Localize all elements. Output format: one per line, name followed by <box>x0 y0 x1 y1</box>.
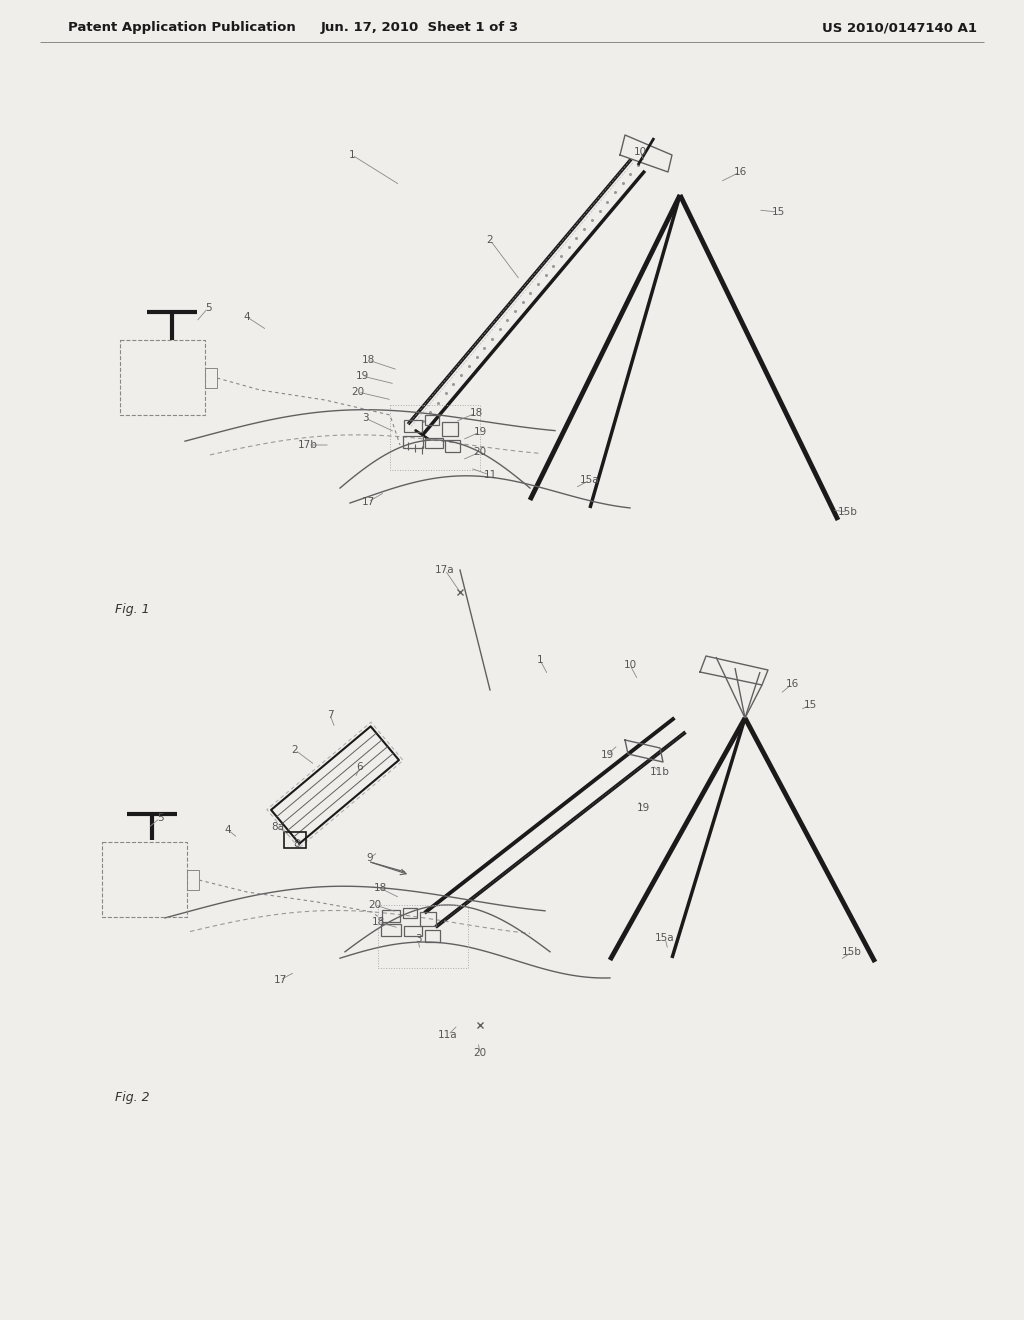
Text: 20: 20 <box>473 1048 486 1059</box>
Text: 19: 19 <box>473 426 486 437</box>
Text: 18: 18 <box>374 883 387 894</box>
Text: 2: 2 <box>292 744 298 755</box>
Text: Patent Application Publication: Patent Application Publication <box>68 21 296 34</box>
Text: 17a: 17a <box>435 565 455 576</box>
Text: 11b: 11b <box>650 767 670 777</box>
Text: 11: 11 <box>483 470 497 480</box>
Text: 17b: 17b <box>298 440 317 450</box>
Text: 10: 10 <box>634 147 646 157</box>
Text: 20: 20 <box>351 387 365 397</box>
Text: 20: 20 <box>473 447 486 457</box>
Text: 16: 16 <box>733 168 746 177</box>
Text: 5: 5 <box>205 304 211 313</box>
Text: Fig. 2: Fig. 2 <box>115 1092 150 1105</box>
Text: 4: 4 <box>244 312 250 322</box>
Text: 8: 8 <box>294 840 300 849</box>
Text: 15: 15 <box>771 207 784 216</box>
Text: 2: 2 <box>486 235 494 246</box>
Text: 5: 5 <box>157 813 163 822</box>
Text: 1: 1 <box>349 150 355 160</box>
Text: 16: 16 <box>785 678 799 689</box>
Text: 8a: 8a <box>271 822 285 832</box>
Text: Fig. 1: Fig. 1 <box>115 603 150 616</box>
Text: 19: 19 <box>355 371 369 381</box>
Text: 15a: 15a <box>655 933 675 942</box>
Text: 1: 1 <box>537 655 544 665</box>
Text: 18: 18 <box>469 408 482 418</box>
Text: 18: 18 <box>372 917 385 927</box>
Text: 9: 9 <box>367 853 374 863</box>
Text: 15a: 15a <box>581 475 600 484</box>
Text: 15b: 15b <box>842 946 862 957</box>
Text: 4: 4 <box>224 825 231 836</box>
Text: Jun. 17, 2010  Sheet 1 of 3: Jun. 17, 2010 Sheet 1 of 3 <box>321 21 519 34</box>
Text: 10: 10 <box>624 660 637 671</box>
Text: 3: 3 <box>361 413 369 422</box>
Text: 17: 17 <box>361 498 375 507</box>
Text: 7: 7 <box>327 710 334 719</box>
Text: 15b: 15b <box>838 507 858 517</box>
Text: US 2010/0147140 A1: US 2010/0147140 A1 <box>822 21 978 34</box>
Text: 17: 17 <box>273 975 287 985</box>
Text: 19: 19 <box>636 803 649 813</box>
Text: 19: 19 <box>600 750 613 760</box>
Text: 15: 15 <box>804 700 816 710</box>
Text: 3: 3 <box>415 935 421 944</box>
Text: 6: 6 <box>356 762 364 772</box>
Text: 20: 20 <box>369 900 382 909</box>
Text: 18: 18 <box>361 355 375 366</box>
Text: 11a: 11a <box>438 1030 458 1040</box>
